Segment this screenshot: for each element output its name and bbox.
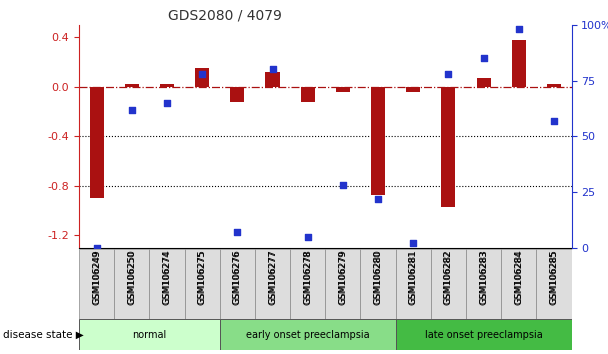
Bar — [266, 72, 280, 87]
Point — [338, 183, 348, 188]
Text: GSM106278: GSM106278 — [303, 249, 312, 304]
Bar — [441, 87, 455, 207]
Text: GSM106285: GSM106285 — [550, 249, 558, 304]
Text: late onset preeclampsia: late onset preeclampsia — [425, 330, 542, 339]
Bar — [114, 249, 150, 319]
Text: GSM106249: GSM106249 — [92, 249, 101, 304]
Bar — [290, 249, 325, 319]
Bar — [396, 249, 431, 319]
Text: GSM106277: GSM106277 — [268, 249, 277, 304]
Text: GSM106276: GSM106276 — [233, 250, 242, 305]
Bar — [89, 87, 103, 198]
Text: GSM106277: GSM106277 — [268, 250, 277, 305]
Point — [232, 229, 242, 235]
Point — [127, 107, 137, 112]
Text: GSM106281: GSM106281 — [409, 250, 418, 305]
Text: GSM106278: GSM106278 — [303, 250, 312, 305]
Bar — [185, 249, 219, 319]
Bar — [79, 319, 219, 350]
Bar — [325, 249, 361, 319]
Text: GSM106275: GSM106275 — [198, 250, 207, 305]
Point — [303, 234, 313, 239]
Text: GSM106274: GSM106274 — [162, 249, 171, 304]
Bar — [336, 87, 350, 92]
Text: GSM106275: GSM106275 — [198, 249, 207, 304]
Text: GSM106284: GSM106284 — [514, 249, 523, 304]
Text: GSM106285: GSM106285 — [550, 250, 558, 305]
Text: GSM106276: GSM106276 — [233, 249, 242, 304]
Point — [478, 55, 488, 61]
Text: GSM106281: GSM106281 — [409, 249, 418, 304]
Bar — [371, 87, 385, 194]
Text: GSM106279: GSM106279 — [339, 250, 347, 305]
Point — [373, 196, 383, 201]
Text: GSM106250: GSM106250 — [127, 250, 136, 305]
Point — [443, 71, 453, 77]
Point — [549, 118, 559, 124]
Bar — [501, 249, 536, 319]
Bar — [300, 87, 315, 102]
Bar — [477, 78, 491, 87]
Bar — [431, 249, 466, 319]
Text: GSM106283: GSM106283 — [479, 250, 488, 305]
Text: early onset preeclampsia: early onset preeclampsia — [246, 330, 370, 339]
Point — [162, 100, 172, 105]
Text: GSM106280: GSM106280 — [373, 250, 382, 305]
Point — [409, 240, 418, 246]
Text: GSM106249: GSM106249 — [92, 250, 101, 305]
Text: GSM106279: GSM106279 — [339, 249, 347, 304]
Point — [92, 245, 102, 251]
Bar — [150, 249, 185, 319]
Bar — [406, 87, 420, 92]
Text: GSM106284: GSM106284 — [514, 250, 523, 305]
Bar — [255, 249, 290, 319]
Text: GSM106282: GSM106282 — [444, 250, 453, 305]
Bar — [547, 84, 561, 87]
Text: disease state ▶: disease state ▶ — [3, 330, 84, 339]
Text: GSM106282: GSM106282 — [444, 249, 453, 304]
Point — [514, 27, 523, 32]
Text: GDS2080 / 4079: GDS2080 / 4079 — [168, 8, 282, 22]
Bar — [361, 249, 396, 319]
Bar — [219, 319, 396, 350]
Point — [268, 67, 277, 72]
Bar — [396, 319, 572, 350]
Bar — [195, 68, 209, 87]
Text: GSM106274: GSM106274 — [162, 250, 171, 305]
Bar — [125, 84, 139, 87]
Bar — [536, 249, 572, 319]
Bar — [160, 84, 174, 87]
Bar — [466, 249, 501, 319]
Bar — [230, 87, 244, 102]
Text: normal: normal — [133, 330, 167, 339]
Point — [197, 71, 207, 77]
Text: GSM106280: GSM106280 — [373, 249, 382, 304]
Bar — [219, 249, 255, 319]
Text: GSM106250: GSM106250 — [127, 249, 136, 304]
Bar — [512, 40, 526, 87]
Text: GSM106283: GSM106283 — [479, 249, 488, 304]
Bar — [79, 249, 114, 319]
